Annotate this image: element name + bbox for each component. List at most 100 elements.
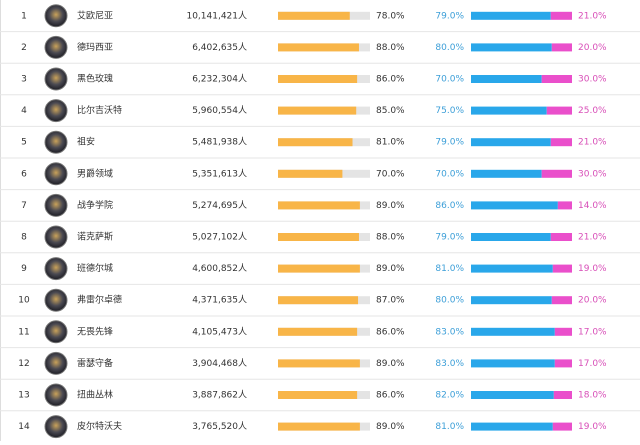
rate-bar: [278, 233, 359, 241]
player-count: 4,105,473人: [192, 326, 247, 337]
server-name: 祖安: [77, 136, 95, 148]
player-count: 6,402,635人: [192, 42, 247, 53]
share-b-label: 19.0%: [578, 422, 607, 432]
share-b-bar: [557, 201, 572, 210]
rate-label: 81.0%: [376, 138, 405, 148]
rank: 1: [21, 11, 27, 21]
share-a-bar: [471, 138, 551, 147]
rate-label: 89.0%: [376, 201, 405, 211]
player-count: 4,371,635人: [192, 295, 247, 306]
share-b-bar: [550, 11, 572, 20]
share-a-label: 80.0%: [435, 296, 464, 306]
share-a-label: 83.0%: [435, 327, 464, 337]
server-name: 扭曲丛林: [77, 389, 113, 401]
server-name: 班德尔城: [77, 262, 113, 274]
rate-bar: [278, 327, 358, 336]
rate-label: 86.0%: [376, 391, 405, 401]
rate-bar: [278, 169, 343, 178]
share-b-bar: [541, 169, 572, 178]
rate-label: 89.0%: [376, 264, 405, 274]
rate-bar: [278, 296, 359, 305]
player-count: 3,887,862人: [192, 390, 247, 401]
rate-label: 86.0%: [376, 327, 405, 337]
server-icon: [44, 225, 68, 249]
rank: 8: [21, 233, 27, 243]
share-a-bar: [471, 75, 542, 83]
rate-label: 85.0%: [376, 106, 405, 116]
share-b-bar: [552, 422, 572, 431]
share-b-label: 30.0%: [578, 75, 607, 85]
share-b-bar: [553, 391, 572, 399]
rate-label: 88.0%: [376, 233, 405, 243]
rate-label: 89.0%: [376, 359, 405, 369]
share-b-bar: [554, 327, 572, 336]
server-icon: [44, 99, 68, 123]
share-b-label: 21.0%: [578, 233, 607, 243]
server-name: 战争学院: [77, 199, 113, 211]
share-a-bar: [471, 169, 542, 178]
rate-label: 88.0%: [376, 43, 405, 53]
share-b-label: 14.0%: [578, 201, 607, 211]
player-count: 10,141,421人: [186, 10, 247, 21]
share-a-bar: [471, 264, 553, 273]
share-a-label: 80.0%: [435, 43, 464, 53]
share-a-bar: [471, 422, 553, 431]
share-a-label: 79.0%: [435, 233, 464, 243]
server-icon: [44, 351, 68, 375]
share-a-bar: [471, 106, 547, 115]
share-a-label: 70.0%: [435, 75, 464, 85]
share-a-label: 79.0%: [435, 138, 464, 148]
player-count: 3,904,468人: [192, 358, 247, 369]
rank: 3: [21, 75, 27, 85]
rate-bar: [278, 11, 350, 20]
server-icon: [44, 320, 68, 344]
rate-bar: [278, 201, 360, 210]
share-a-bar: [471, 201, 558, 210]
rank: 2: [21, 43, 27, 53]
rank: 4: [21, 106, 27, 116]
share-a-bar: [471, 327, 555, 336]
server-icon: [44, 35, 68, 59]
share-b-bar: [551, 43, 572, 52]
server-icon: [44, 193, 68, 217]
server-name: 男爵领域: [77, 167, 113, 179]
share-b-label: 25.0%: [578, 106, 607, 116]
share-a-label: 83.0%: [435, 359, 464, 369]
share-b-label: 21.0%: [578, 138, 607, 148]
share-a-bar: [471, 43, 552, 52]
server-name: 诺克萨斯: [77, 231, 113, 243]
share-a-bar: [471, 233, 551, 241]
share-a-label: 86.0%: [435, 201, 464, 211]
server-icon: [44, 383, 68, 407]
server-icon: [44, 288, 68, 312]
share-a-label: 81.0%: [435, 264, 464, 274]
rate-bar: [278, 138, 353, 147]
rate-label: 86.0%: [376, 75, 405, 85]
rate-label: 78.0%: [376, 11, 405, 21]
rate-bar: [278, 422, 360, 431]
share-b-bar: [546, 106, 572, 115]
share-b-label: 17.0%: [578, 359, 607, 369]
rank: 10: [18, 296, 30, 306]
share-b-label: 20.0%: [578, 296, 607, 306]
share-a-bar: [471, 359, 555, 368]
player-count: 5,027,102人: [192, 232, 247, 243]
share-b-label: 17.0%: [578, 327, 607, 337]
share-a-label: 75.0%: [435, 106, 464, 116]
rank: 11: [18, 327, 29, 337]
share-b-bar: [550, 138, 572, 147]
share-b-label: 21.0%: [578, 11, 607, 21]
rate-bar: [278, 43, 359, 52]
server-name: 比尔吉沃特: [77, 104, 122, 116]
player-count: 5,960,554人: [192, 105, 247, 116]
share-b-bar: [541, 75, 572, 83]
share-b-label: 20.0%: [578, 43, 607, 53]
server-icon: [44, 130, 68, 154]
share-a-bar: [471, 11, 551, 20]
server-name: 德玛西亚: [77, 41, 113, 53]
server-icon: [44, 4, 68, 28]
server-name: 无畏先锋: [77, 325, 113, 337]
share-b-bar: [554, 359, 572, 368]
share-b-label: 18.0%: [578, 391, 607, 401]
